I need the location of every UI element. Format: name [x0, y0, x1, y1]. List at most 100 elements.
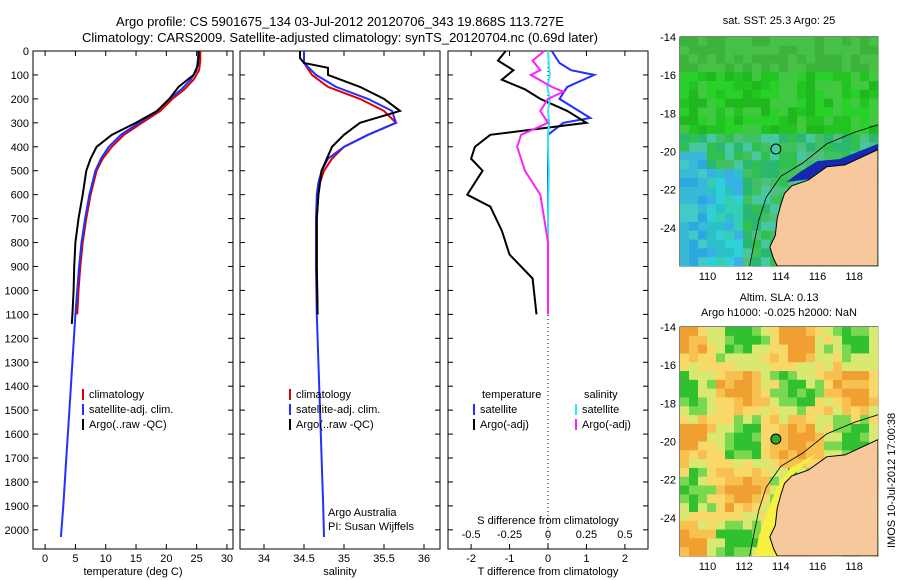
- heatmap-cell: [779, 388, 789, 398]
- heatmap-cell: [752, 98, 762, 108]
- heatmap-cell: [743, 450, 753, 460]
- heatmap-cell: [806, 63, 816, 73]
- heatmap-cell: [860, 54, 870, 64]
- heatmap-cell: [770, 467, 780, 478]
- legend-label: climatology: [89, 389, 145, 401]
- heatmap-cell: [770, 204, 780, 214]
- y-tick-label-depth: 1500: [5, 405, 29, 417]
- heatmap-cell: [752, 441, 762, 451]
- heatmap-cell: [725, 379, 735, 389]
- heatmap-cell: [707, 221, 717, 232]
- heatmap-cell: [770, 353, 780, 363]
- heatmap-cell: [680, 467, 690, 478]
- heatmap-cell: [725, 221, 735, 232]
- heatmap-cell: [698, 142, 708, 152]
- heatmap-cell: [860, 125, 870, 135]
- heatmap-cell: [698, 459, 708, 469]
- heatmap-cell: [743, 511, 753, 522]
- heatmap-cell: [761, 72, 771, 82]
- heatmap-cell: [743, 406, 753, 416]
- heatmap-cell: [842, 37, 852, 47]
- legend-label: satellite: [480, 404, 517, 416]
- heatmap-cell: [779, 37, 789, 47]
- heatmap-cell: [770, 98, 780, 108]
- heatmap-cell: [743, 177, 753, 188]
- annotation-text: PI: Susan Wijffels: [328, 521, 414, 533]
- heatmap-cell: [851, 327, 861, 337]
- heatmap-cell: [797, 353, 807, 363]
- heatmap-cell: [761, 423, 771, 433]
- heatmap-cell: [734, 529, 744, 539]
- heatmap-cell: [824, 362, 834, 372]
- heatmap-cell: [698, 441, 708, 451]
- heatmap-cell: [734, 441, 744, 451]
- heatmap-cell: [689, 89, 699, 99]
- heatmap-cell: [761, 204, 771, 214]
- heatmap-cell: [680, 538, 690, 548]
- heatmap-cell: [770, 116, 780, 126]
- heatmap-cell: [869, 379, 879, 389]
- heatmap-cell: [788, 72, 798, 82]
- heatmap-cell: [815, 423, 825, 433]
- heatmap-cell: [824, 45, 834, 55]
- heatmap-cell: [698, 547, 708, 557]
- series-line-climatology: [76, 51, 202, 315]
- heatmap-cell: [680, 371, 690, 381]
- heatmap-cell: [734, 63, 744, 73]
- heatmap-cell: [707, 494, 717, 504]
- heatmap-cell: [707, 45, 717, 55]
- heatmap-cell: [797, 125, 807, 135]
- heatmap-cell: [689, 177, 699, 188]
- heatmap-cell: [698, 213, 708, 223]
- heatmap-cell: [842, 151, 852, 161]
- heatmap-cell: [689, 520, 699, 530]
- heatmap-cell: [716, 213, 726, 223]
- heatmap-cell: [707, 520, 717, 530]
- heatmap-cell: [734, 204, 744, 214]
- heatmap-cell: [815, 45, 825, 55]
- heatmap-cell: [716, 151, 726, 161]
- heatmap-cell: [725, 335, 735, 345]
- x-tick-label-difference: -2: [466, 553, 476, 565]
- heatmap-cell: [806, 37, 816, 47]
- heatmap-cell: [716, 204, 726, 214]
- heatmap-cell: [806, 362, 816, 372]
- heatmap-cell: [779, 54, 789, 64]
- heatmap-cell: [716, 344, 726, 354]
- heatmap-cell: [680, 204, 690, 214]
- heatmap-cell: [869, 362, 879, 372]
- heatmap-cell: [716, 441, 726, 451]
- heatmap-cell: [752, 45, 762, 55]
- heatmap-cell: [842, 406, 852, 416]
- heatmap-cell: [752, 221, 762, 232]
- heatmap-cell: [851, 54, 861, 64]
- map-y-tick-label-sst: -24: [660, 223, 676, 235]
- x-axis-label-temperature: temperature (deg C): [83, 566, 182, 578]
- map-y-tick-label-sst: -20: [660, 147, 676, 159]
- heatmap-cell: [680, 423, 690, 433]
- heatmap-cell: [689, 547, 699, 557]
- heatmap-cell: [752, 257, 762, 267]
- x2-tick-label: -0.5: [462, 529, 481, 541]
- heatmap-cell: [779, 362, 789, 372]
- legend-label: climatology: [296, 389, 352, 401]
- heatmap-cell: [698, 107, 708, 117]
- heatmap-cell: [743, 459, 753, 469]
- heatmap-cell: [698, 476, 708, 486]
- heatmap-cell: [707, 432, 717, 442]
- heatmap-cell: [860, 142, 870, 152]
- heatmap-cell: [734, 371, 744, 381]
- heatmap-cell: [680, 177, 690, 188]
- heatmap-cell: [860, 353, 870, 363]
- heatmap-cell: [788, 63, 798, 73]
- heatmap-cell: [698, 432, 708, 442]
- heatmap-cell: [707, 538, 717, 548]
- heatmap-cell: [680, 230, 690, 240]
- heatmap-cell: [743, 186, 753, 196]
- x-tick-label-temperature: 5: [72, 553, 78, 565]
- heatmap-cell: [797, 388, 807, 398]
- depth-contour: [749, 124, 878, 266]
- heatmap-cell: [707, 529, 717, 539]
- heatmap-cell: [761, 476, 771, 486]
- heatmap-cell: [734, 459, 744, 469]
